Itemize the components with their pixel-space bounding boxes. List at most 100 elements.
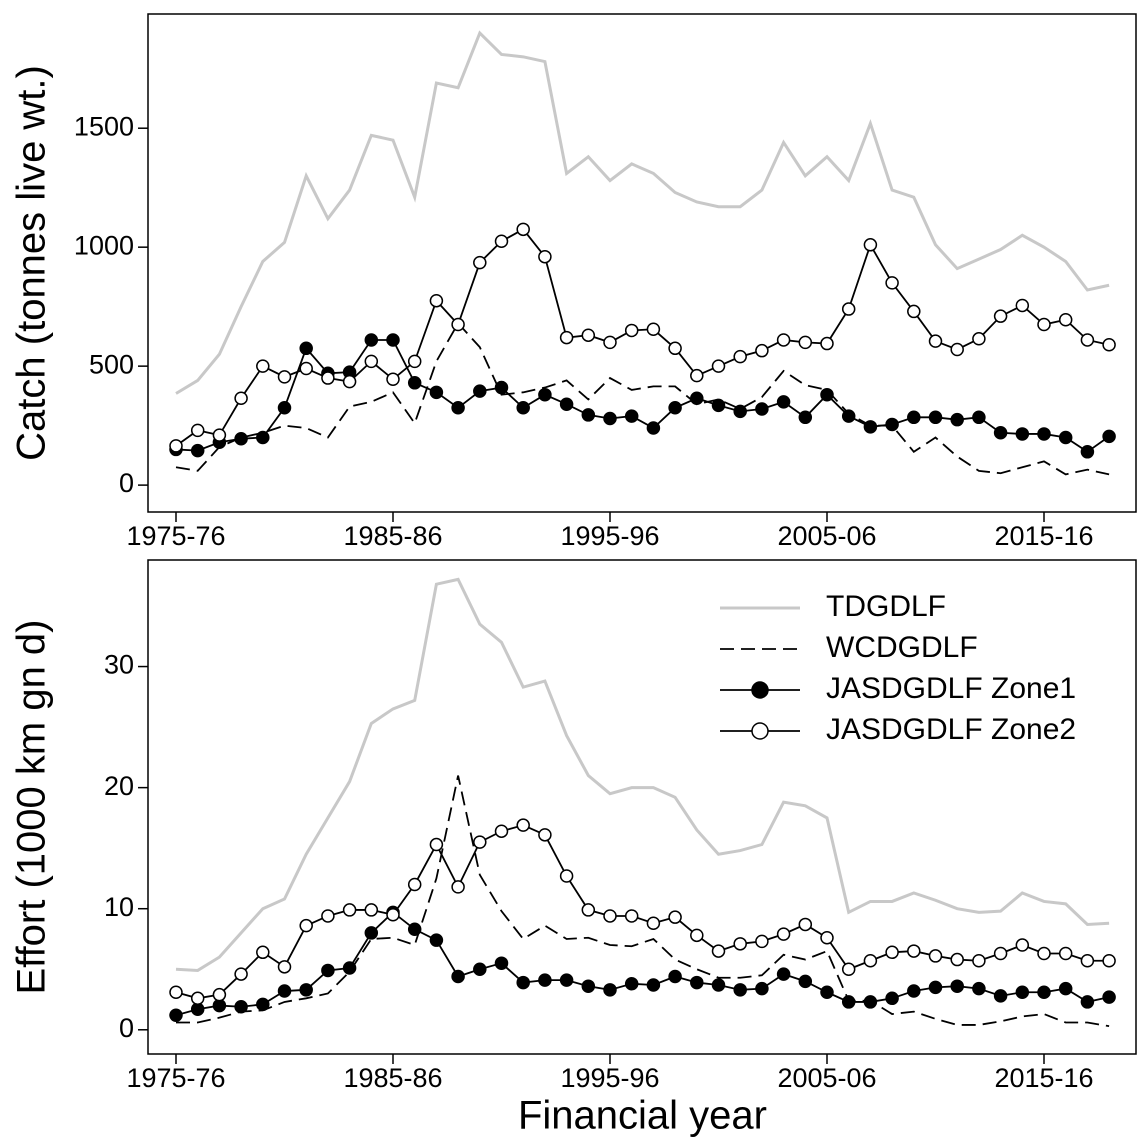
data-point — [407, 922, 422, 937]
data-point — [256, 359, 270, 373]
data-point — [321, 909, 335, 923]
series-line — [175, 339, 1110, 453]
legend-label: TDGDLF — [826, 590, 946, 623]
data-point — [690, 391, 704, 406]
data-point — [494, 956, 509, 970]
data-point — [538, 973, 552, 987]
y-tick-label: 0 — [119, 468, 134, 498]
data-point — [429, 837, 444, 852]
data-point — [646, 978, 661, 992]
data-point — [473, 384, 487, 398]
data-point — [538, 387, 552, 402]
data-point — [516, 401, 530, 415]
legend-label: JASDGDLF Zone2 — [826, 713, 1076, 746]
data-point — [885, 945, 899, 960]
data-point — [755, 343, 769, 358]
data-point — [256, 430, 270, 445]
data-point — [407, 376, 422, 390]
data-point — [776, 927, 791, 941]
y-tick-label: 30 — [104, 650, 134, 680]
data-point — [234, 967, 248, 981]
data-point — [473, 255, 487, 270]
data-point — [733, 983, 747, 997]
data-point — [1102, 429, 1116, 444]
data-point — [234, 431, 248, 446]
data-point — [690, 928, 704, 943]
x-tick-label: 2015-16 — [994, 521, 1093, 551]
data-point — [863, 954, 878, 968]
data-point — [820, 387, 834, 402]
data-point — [668, 969, 682, 984]
data-point — [841, 995, 856, 1009]
data-point — [798, 917, 813, 932]
data-point — [1080, 445, 1095, 459]
data-point — [364, 903, 379, 917]
data-point — [1058, 981, 1073, 996]
data-point — [885, 276, 899, 290]
data-point — [624, 323, 639, 338]
data-point — [516, 975, 530, 990]
data-point — [299, 918, 313, 933]
data-point — [1015, 985, 1030, 999]
data-point — [755, 981, 769, 996]
data-point — [950, 412, 964, 427]
data-point — [1037, 427, 1051, 441]
data-point — [820, 336, 834, 351]
data-point — [364, 926, 379, 940]
data-point — [321, 371, 335, 385]
data-point — [646, 916, 661, 930]
data-point — [907, 984, 921, 998]
data-point — [538, 249, 552, 264]
data-point — [1058, 946, 1073, 961]
x-tick-label: 2005-06 — [777, 1063, 876, 1093]
data-point — [299, 341, 313, 356]
data-point — [234, 1000, 248, 1014]
x-tick-label: 1975-76 — [126, 1063, 225, 1093]
data-point — [277, 960, 292, 974]
data-point — [1080, 954, 1095, 968]
data-point — [451, 880, 465, 894]
x-tick-label: 2015-16 — [994, 1063, 1093, 1093]
data-point — [690, 368, 704, 383]
data-point — [451, 969, 465, 984]
data-point — [451, 401, 465, 415]
data-point — [907, 304, 921, 319]
data-point — [603, 335, 617, 350]
data-point — [169, 985, 183, 999]
data-point — [1037, 946, 1051, 961]
series-line — [175, 321, 1110, 476]
data-point — [928, 980, 943, 995]
data-point — [820, 931, 834, 945]
x-tick-label: 1985-86 — [343, 1063, 442, 1093]
data-point — [299, 361, 313, 376]
data-point — [776, 395, 791, 409]
data-point — [429, 385, 444, 400]
series-line — [175, 30, 1110, 395]
legend-label: JASDGDLF Zone1 — [826, 672, 1076, 705]
data-point — [407, 354, 422, 369]
data-point — [950, 952, 964, 967]
data-point — [364, 354, 379, 369]
data-point — [429, 293, 444, 308]
data-point — [950, 342, 964, 357]
data-point — [429, 933, 444, 947]
data-point — [342, 961, 357, 975]
y-tick-label: 0 — [119, 1013, 134, 1043]
data-point — [1080, 995, 1095, 1009]
data-point — [494, 380, 509, 395]
data-point — [516, 222, 530, 237]
data-point — [277, 984, 292, 998]
data-point — [863, 238, 878, 252]
data-point — [733, 937, 747, 951]
data-point — [342, 903, 357, 917]
data-point — [190, 423, 205, 438]
data-point — [798, 974, 813, 989]
data-point — [473, 835, 487, 849]
data-point — [212, 428, 227, 442]
data-point — [581, 408, 596, 422]
data-point — [494, 824, 509, 838]
data-point — [690, 975, 704, 990]
data-point — [798, 410, 813, 425]
data-point — [755, 934, 769, 949]
data-point — [277, 370, 292, 384]
